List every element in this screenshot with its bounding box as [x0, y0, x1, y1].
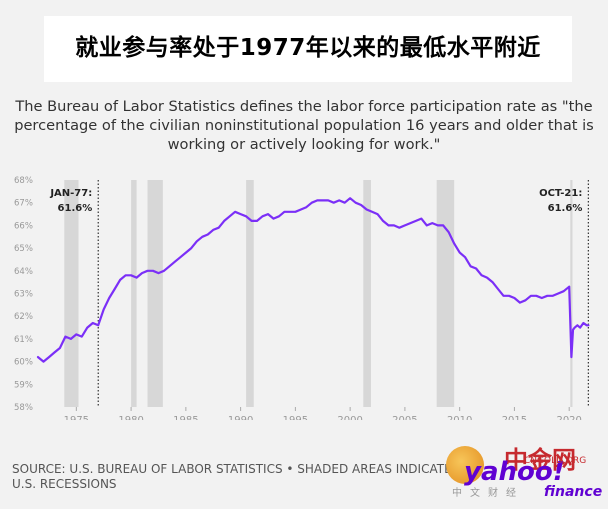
x-tick-label: 2015 — [502, 415, 527, 420]
source-note: SOURCE: U.S. BUREAU OF LABOR STATISTICS … — [12, 462, 452, 491]
x-tick-label: 1995 — [283, 415, 308, 420]
x-tick-label: 2005 — [392, 415, 417, 420]
y-tick-label: 58% — [14, 403, 33, 413]
x-tick-label: 2010 — [447, 415, 472, 420]
annotation-value-1: 61.6% — [548, 203, 583, 214]
y-tick-label: 61% — [14, 335, 33, 345]
recession-band-0 — [64, 180, 79, 407]
watermark-cn-web: CNGOLD.ORG — [524, 456, 587, 466]
annotations: JAN-77: 61.6% OCT-21: 61.6% — [49, 180, 589, 407]
x-tick-label: 1985 — [173, 415, 198, 420]
watermark-cn-sub: 中文财经 — [452, 488, 524, 499]
annotation-label-0: JAN-77: — [49, 188, 92, 199]
y-tick-label: 63% — [14, 290, 33, 300]
y-tick-label: 66% — [14, 221, 33, 231]
x-tick-label: 2000 — [337, 415, 362, 420]
recession-bands — [64, 180, 573, 407]
annotation-label-1: OCT-21: — [539, 188, 582, 199]
y-tick-label: 62% — [14, 312, 33, 322]
recession-band-6 — [570, 180, 573, 407]
x-tick-label: 1990 — [228, 415, 253, 420]
recession-band-2 — [147, 180, 163, 407]
y-tick-label: 68% — [14, 176, 33, 186]
watermark-yahoo: yahoo! — [464, 457, 565, 487]
x-tick-label: 1980 — [118, 415, 143, 420]
watermark: 中金网 yahoo! CNGOLD.ORG 中文财经 finance — [444, 440, 608, 509]
watermark-finance: finance — [544, 484, 603, 500]
x-tick-label: 1975 — [64, 415, 89, 420]
y-tick-label: 65% — [14, 244, 33, 254]
x-tick-label: 2020 — [556, 415, 581, 420]
recession-band-1 — [131, 180, 137, 407]
y-tick-label: 60% — [14, 358, 33, 368]
recession-band-5 — [436, 180, 455, 407]
y-tick-label: 59% — [14, 380, 33, 390]
series-layer — [36, 197, 590, 363]
watermark-cn-brand: 中金网 — [504, 446, 576, 474]
title-box: 就业参与率处于1977年以来的最低水平附近 — [44, 16, 572, 82]
series-line-0 — [36, 197, 590, 363]
axes: 58% 59% 60% 61% 62% 63% 64% 65% 66% 67% 68% 1975 198… — [14, 176, 582, 420]
recession-band-3 — [246, 180, 254, 407]
line-chart: JAN-77: 61.6% OCT-21: 61.6% 58% 59% 60% 61% 62%… — [14, 176, 590, 420]
chart-title: 就业参与率处于1977年以来的最低水平附近 — [75, 35, 541, 61]
y-tick-label: 64% — [14, 267, 33, 277]
recession-band-4 — [363, 180, 371, 407]
watermark-coin-icon — [446, 446, 484, 484]
y-tick-label: 67% — [14, 199, 33, 209]
annotation-value-0: 61.6% — [58, 203, 93, 214]
chart-subtitle: The Bureau of Labor Statistics defines t… — [14, 98, 594, 153]
